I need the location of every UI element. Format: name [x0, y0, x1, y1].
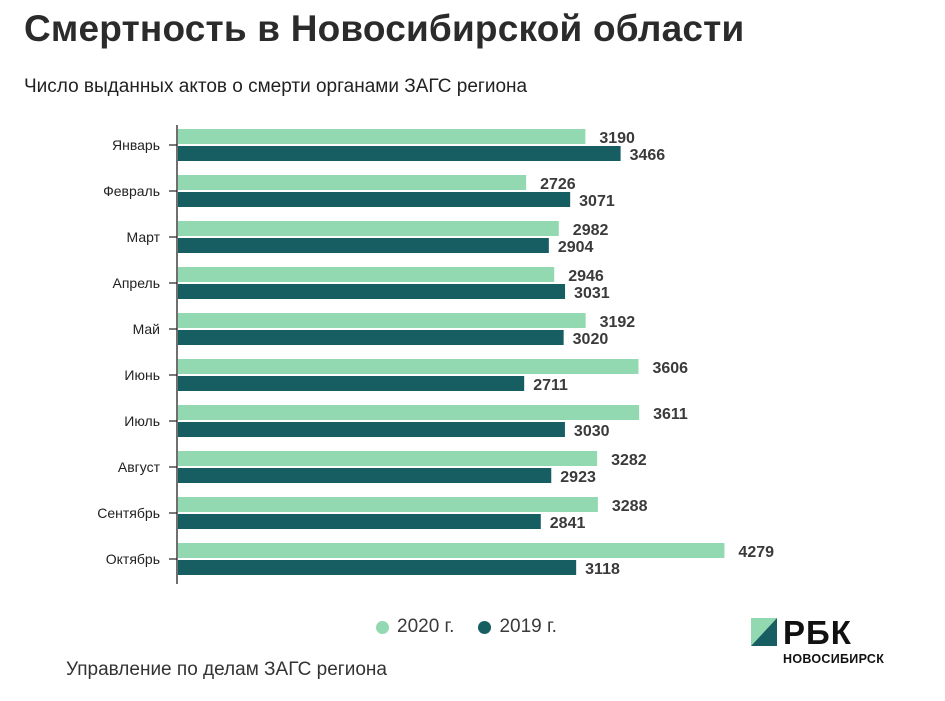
value-label: 2946 [568, 268, 604, 285]
logo-region: НОВОСИБИРСК [783, 652, 885, 666]
category-label: Январь [112, 137, 160, 153]
category-label: Сентябрь [97, 505, 160, 521]
bar-2020 [178, 405, 640, 420]
value-label: 2726 [540, 176, 576, 193]
category-label: Июль [124, 413, 160, 429]
value-label: 2904 [558, 239, 594, 256]
value-label: 3031 [574, 285, 610, 302]
legend-item-2020: 2020 г. [376, 616, 454, 638]
value-label: 2841 [550, 515, 586, 532]
value-label: 2923 [560, 469, 596, 486]
bar-2020 [178, 175, 527, 190]
value-label: 3611 [653, 406, 688, 423]
bar-2020 [178, 497, 598, 512]
bar-2019 [178, 422, 565, 437]
category-label: Июнь [124, 367, 160, 383]
value-label: 3020 [573, 331, 609, 348]
chart-title: Смертность в Новосибирской области [24, 8, 745, 49]
value-label: 3190 [599, 130, 635, 147]
value-label: 2982 [573, 222, 609, 239]
bar-2020 [178, 313, 586, 328]
bar-2020 [178, 451, 598, 466]
value-label: 4279 [738, 544, 774, 561]
rbc-logo: РБК НОВОСИБИРСК [751, 614, 911, 668]
bar-2019 [178, 330, 564, 345]
category-label: Апрель [113, 275, 161, 291]
value-label: 3288 [612, 498, 648, 515]
value-label: 3192 [600, 314, 636, 331]
value-label: 2711 [533, 377, 568, 394]
bar-2019 [178, 238, 549, 253]
legend-swatch-2020 [376, 620, 389, 634]
bar-2020 [178, 267, 555, 282]
category-label: Март [127, 229, 161, 245]
category-label: Февраль [103, 183, 160, 199]
bar-2020 [178, 129, 586, 144]
value-label: 3118 [585, 561, 620, 578]
bar-2019 [178, 514, 541, 529]
source-note: Управление по делам ЗАГС региона [66, 659, 387, 680]
category-label: Август [118, 459, 161, 475]
bar-2019 [178, 376, 525, 391]
legend-label-2020: 2020 г. [397, 616, 455, 637]
category-label: Октябрь [106, 551, 160, 567]
bar-2019 [178, 284, 566, 299]
value-label: 3466 [630, 147, 666, 164]
bar-2019 [178, 560, 577, 575]
bar-2020 [178, 359, 639, 374]
value-label: 3606 [652, 360, 688, 377]
value-label: 3071 [579, 193, 615, 210]
category-label: Май [133, 321, 160, 337]
logo-name: РБК [783, 614, 852, 651]
legend-item-2019: 2019 г. [478, 616, 557, 638]
bar-2020 [178, 221, 559, 236]
legend-label-2019: 2019 г. [499, 616, 557, 637]
bar-2019 [178, 468, 552, 483]
value-label: 3030 [574, 423, 610, 440]
chart-subtitle: Число выданных актов о смерти органами З… [24, 76, 528, 97]
legend-swatch-2019 [478, 620, 492, 634]
legend: 2020 г. 2019 г. [376, 616, 557, 638]
bar-2020 [178, 543, 725, 558]
rbc-logo-icon [751, 618, 777, 646]
value-label: 3282 [611, 452, 647, 469]
bar-2019 [178, 146, 621, 161]
bar-2019 [178, 192, 571, 207]
